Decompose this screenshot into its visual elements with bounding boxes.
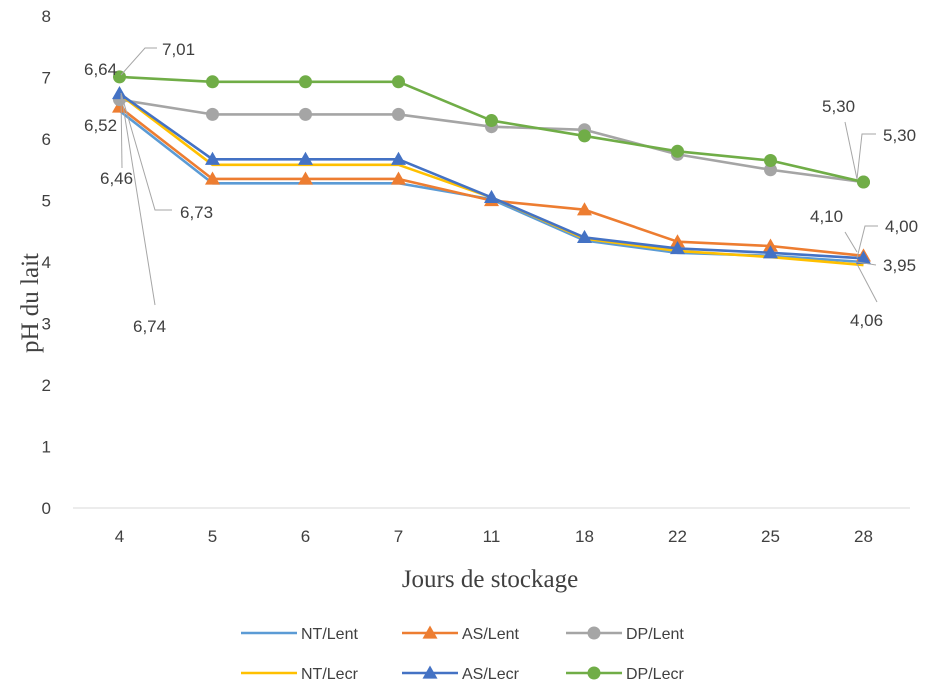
point-as-lent-marker: [298, 171, 313, 185]
legend-item-nt-lecr: NT/Lecr: [241, 666, 359, 683]
legend-label-nt-lecr: NT/Lecr: [301, 666, 359, 683]
data-label-dp-lecr-4: 7,01: [162, 40, 195, 59]
label-leaders: [120, 47, 878, 306]
y-tick-label: 1: [42, 438, 51, 457]
point-as-lecr-marker: [112, 85, 127, 100]
x-tick-label: 22: [668, 527, 687, 546]
point-as-lecr-marker: [298, 151, 313, 165]
x-tick-label: 5: [208, 527, 217, 546]
series-nt-lent: [118, 109, 864, 264]
data-label-dp-lent-4: 6,64: [84, 60, 117, 79]
series-dp-lecr: [113, 70, 870, 189]
legend-label-dp-lecr: DP/Lecr: [626, 666, 684, 683]
legend-item-dp-lent: DP/Lent: [566, 626, 684, 643]
x-tick-label: 6: [301, 527, 310, 546]
point-dp-lent-marker: [299, 107, 312, 121]
point-dp-lecr-marker: [485, 114, 498, 128]
point-as-lecr-marker: [205, 151, 220, 165]
y-tick-label: 6: [42, 130, 51, 149]
point-as-lecr-marker: [856, 250, 871, 264]
y-tick-label: 0: [42, 499, 51, 518]
point-as-lecr-marker: [391, 151, 406, 165]
legend-label-as-lent: AS/Lent: [462, 626, 519, 643]
label-leader-line: [844, 121, 858, 180]
label-leader-line: [856, 261, 877, 266]
y-tick-label: 8: [42, 7, 51, 26]
legend-dp-lent-marker: [587, 626, 601, 640]
y-tick-label: 3: [42, 315, 51, 334]
y-tick-label: 7: [42, 69, 51, 88]
x-tick-label: 7: [394, 527, 403, 546]
y-tick-label: 5: [42, 192, 51, 211]
series-layer: [112, 70, 871, 267]
data-label-nt-lecr-4: 6,73: [180, 203, 213, 222]
point-as-lecr-marker: [670, 240, 685, 255]
series-as-lecr: [112, 85, 871, 264]
y-tick-label: 2: [42, 376, 51, 395]
data-label-as-lecr-4: 6,74: [133, 317, 166, 336]
series-line-nt-lent: [118, 109, 864, 264]
x-tick-label: 4: [115, 527, 124, 546]
label-leader-line: [120, 94, 123, 169]
series-dp-lent: [113, 93, 870, 189]
label-leader-line: [120, 92, 172, 211]
point-dp-lecr-marker: [206, 75, 219, 89]
point-as-lecr-marker: [577, 229, 592, 244]
point-dp-lecr-marker: [392, 75, 405, 89]
legend-label-as-lecr: AS/Lecr: [462, 666, 520, 683]
legend-label-dp-lent: DP/Lent: [626, 626, 684, 643]
point-as-lent-marker: [577, 202, 592, 216]
y-tick-label: 4: [42, 253, 51, 272]
label-leader-line: [120, 92, 156, 306]
point-dp-lecr-marker: [299, 75, 312, 89]
data-label-dp-lent-28: 5,30: [822, 97, 855, 116]
data-label-nt-lent-28: 4,00: [885, 217, 918, 236]
point-as-lent-marker: [670, 234, 685, 248]
legend-item-as-lent: AS/Lent: [402, 625, 519, 643]
data-label-dp-lecr-28: 5,30: [883, 126, 916, 145]
data-label-nt-lent-4: 6,46: [100, 169, 133, 188]
x-tick-label: 18: [575, 527, 594, 546]
data-label-as-lent-4: 6,52: [84, 116, 117, 135]
point-dp-lent-marker: [392, 107, 405, 121]
point-dp-lent-marker: [206, 107, 219, 121]
x-tick-label: 25: [761, 527, 780, 546]
y-axis-title: pH du lait: [17, 253, 44, 353]
point-as-lecr-marker: [763, 245, 778, 259]
label-leader-line: [844, 231, 858, 253]
data-label-as-lent-28: 4,10: [810, 207, 843, 226]
x-tick-label: 28: [854, 527, 873, 546]
x-axis-title: Jours de stockage: [402, 566, 578, 593]
x-axis-ticks: 4 5 6 7 11 18 22 25 28: [115, 527, 873, 546]
legend-dp-lecr-marker: [587, 666, 601, 680]
legend-item-dp-lecr: DP/Lecr: [566, 666, 684, 683]
point-as-lent-marker: [205, 171, 220, 185]
legend-as-lent-marker: [422, 625, 438, 639]
legend-as-lecr-marker: [422, 665, 438, 679]
data-labels: 7,01 6,64 6,52 6,46 6,73 6,74 5,30 5,30 4,10 4,00…: [84, 40, 918, 336]
point-as-lent-marker: [763, 238, 778, 252]
legend-item-nt-lent: NT/Lent: [241, 626, 358, 643]
point-dp-lecr-marker: [671, 144, 684, 158]
x-tick-label: 11: [483, 527, 501, 546]
legend: NT/Lent AS/Lent DP/Lent NT/Lecr AS/Lecr DP/Le…: [241, 625, 684, 683]
point-dp-lecr-marker: [578, 129, 591, 143]
data-label-nt-lecr-28: 3,95: [883, 256, 916, 275]
point-dp-lecr-marker: [857, 175, 870, 189]
series-line-dp-lent: [119, 98, 864, 184]
data-label-as-lecr-28: 4,06: [850, 311, 883, 330]
point-dp-lecr-marker: [764, 154, 777, 168]
point-as-lent-marker: [391, 171, 406, 185]
legend-item-as-lecr: AS/Lecr: [402, 665, 520, 683]
label-leader-line: [120, 47, 157, 76]
y-axis-ticks: 0 1 2 3 4 5 6 7 8: [42, 7, 51, 518]
point-as-lecr-marker: [484, 189, 499, 204]
legend-label-nt-lent: NT/Lent: [301, 626, 358, 643]
label-leader-line: [856, 225, 878, 259]
point-dp-lent-marker: [764, 163, 777, 177]
label-leader-line: [856, 263, 878, 303]
label-leader-line: [856, 133, 876, 180]
